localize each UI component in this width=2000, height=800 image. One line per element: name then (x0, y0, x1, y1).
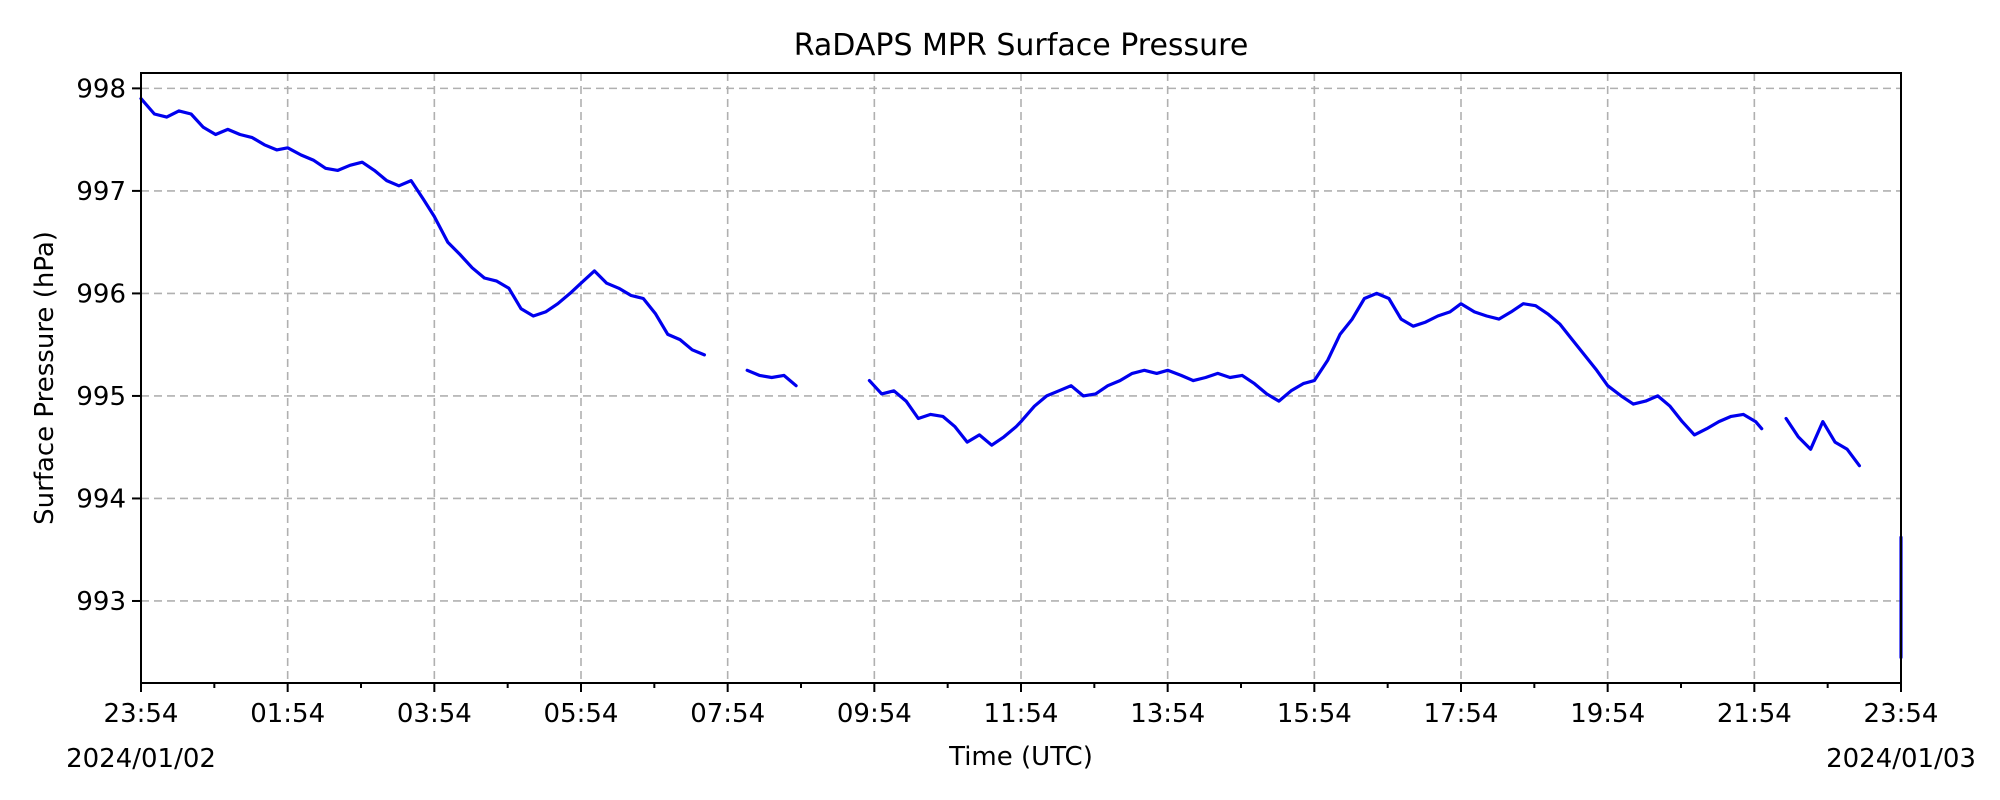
y-tick-label: 993 (76, 587, 126, 617)
x-tick-label: 05:54 (544, 699, 619, 729)
chart-title: RaDAPS MPR Surface Pressure (794, 28, 1249, 63)
x-tick-label: 09:54 (837, 699, 912, 729)
x-tick-label: 01:54 (250, 699, 325, 729)
x-tick-label: 11:54 (984, 699, 1059, 729)
pressure-series-line (867, 291, 1764, 447)
x-tick-label: 03:54 (397, 699, 472, 729)
x-tick-label: 23:54 (104, 699, 179, 729)
x-axis: 23:54 01:54 03:54 05:54 07:54 09:54 11:54 13:54… (104, 683, 1939, 729)
start-date-label: 2024/01/02 (66, 744, 216, 774)
pressure-series-line (745, 368, 798, 388)
y-tick-label: 994 (76, 484, 126, 514)
x-axis-label: Time (UTC) (948, 742, 1093, 772)
x-tick-label: 15:54 (1277, 699, 1352, 729)
x-tick-label: 19:54 (1570, 699, 1645, 729)
y-axis-label: Surface Pressure (hPa) (30, 231, 60, 525)
x-tick-label: 23:54 (1864, 699, 1939, 729)
y-axis: 993 994 995 996 997 998 (76, 74, 141, 617)
pressure-series-line (1784, 416, 1862, 468)
x-tick-label: 13:54 (1130, 699, 1205, 729)
x-tick-label: 17:54 (1424, 699, 1499, 729)
x-tick-label: 21:54 (1717, 699, 1792, 729)
pressure-series-line (139, 96, 707, 357)
grid-lines (141, 73, 1901, 683)
end-date-label: 2024/01/03 (1826, 744, 1976, 774)
y-tick-label: 995 (76, 382, 126, 412)
y-tick-label: 998 (76, 74, 126, 104)
x-tick-label: 07:54 (690, 699, 765, 729)
y-tick-label: 996 (76, 279, 126, 309)
y-tick-label: 997 (76, 177, 126, 207)
